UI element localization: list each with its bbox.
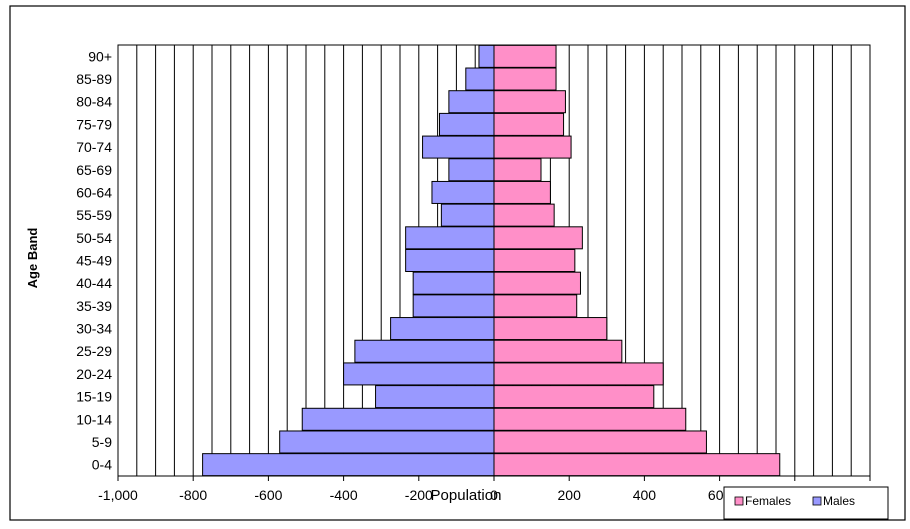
y-tick-label: 75-79 (76, 116, 112, 132)
legend-label-females: Females (745, 494, 791, 508)
bar-females-0-4 (493, 453, 781, 477)
y-tick-label: 55-59 (76, 207, 112, 223)
legend-box (723, 486, 889, 520)
x-axis-title: Population (431, 487, 502, 504)
legend: Females Males (723, 486, 889, 520)
y-tick-label: 40-44 (76, 275, 112, 291)
y-tick-label: 70-74 (76, 139, 112, 155)
bar-females-5-9 (493, 430, 707, 454)
bar-males-70-74 (422, 135, 495, 159)
bar-males-75-79 (438, 112, 495, 136)
bar-males-65-69 (448, 158, 495, 182)
x-tick-label: 400 (633, 487, 657, 503)
bar-males-80-84 (448, 90, 495, 114)
x-tick-label: -800 (179, 487, 207, 503)
bars (202, 44, 781, 477)
x-tick-label: 0 (490, 487, 498, 503)
bar-males-50-54 (405, 226, 495, 250)
bar-males-35-39 (412, 294, 495, 318)
bar-females-50-54 (493, 226, 583, 250)
y-tick-label: 0-4 (92, 457, 112, 473)
y-tick-label: 90+ (88, 48, 112, 64)
bar-females-60-64 (493, 180, 551, 204)
y-axis-title: Age Band (25, 228, 40, 289)
y-tick-label: 85-89 (76, 71, 112, 87)
bar-males-30-34 (390, 317, 495, 341)
bar-females-40-44 (493, 271, 581, 295)
y-tick-label: 65-69 (76, 162, 112, 178)
y-tick-label: 30-34 (76, 321, 112, 337)
y-tick-label: 80-84 (76, 94, 112, 110)
legend-label-males: Males (823, 494, 855, 508)
x-tick-label: -1,000 (98, 487, 138, 503)
bar-males-15-19 (375, 385, 495, 409)
y-tick-label: 10-14 (76, 411, 112, 427)
y-tick-label: 45-49 (76, 253, 112, 269)
y-axis-tick-labels: 0-4 5-9 10-14 15-19 20-24 25-29 30-34 35-39 40-4… (76, 48, 112, 472)
bar-females-80-84 (493, 90, 566, 114)
bar-males-10-14 (301, 407, 495, 431)
x-tick-label: -200 (405, 487, 433, 503)
bar-females-90+ (493, 44, 557, 68)
bar-females-65-69 (493, 158, 542, 182)
bar-males-45-49 (405, 248, 495, 273)
bar-females-55-59 (493, 203, 555, 227)
bar-males-85-89 (465, 67, 495, 91)
bar-males-5-9 (279, 430, 495, 454)
bar-females-10-14 (493, 407, 687, 431)
x-tick-label: 200 (558, 487, 582, 503)
bar-males-55-59 (440, 203, 495, 227)
bar-females-70-74 (493, 135, 572, 159)
bar-females-75-79 (493, 112, 565, 136)
legend-swatch-males (812, 496, 822, 506)
y-tick-label: 15-19 (76, 389, 112, 405)
bar-males-40-44 (412, 271, 495, 295)
bar-females-85-89 (493, 67, 557, 91)
bar-males-0-4 (202, 453, 495, 477)
bar-females-35-39 (493, 294, 578, 318)
bar-females-45-49 (493, 248, 576, 273)
y-tick-label: 5-9 (92, 434, 112, 450)
bar-males-90+ (478, 44, 495, 68)
y-tick-label: 50-54 (76, 230, 112, 246)
legend-swatch-females (734, 496, 744, 506)
x-tick-label: -600 (254, 487, 282, 503)
y-tick-label: 35-39 (76, 298, 112, 314)
bar-males-20-24 (343, 362, 495, 386)
bar-females-20-24 (493, 362, 664, 386)
bar-males-25-29 (354, 339, 495, 363)
y-tick-label: 60-64 (76, 184, 112, 200)
x-tick-label: -400 (330, 487, 358, 503)
y-tick-label: 25-29 (76, 343, 112, 359)
y-tick-label: 20-24 (76, 366, 112, 382)
bar-females-25-29 (493, 339, 623, 363)
plot-area-border (117, 44, 871, 477)
bar-females-15-19 (493, 385, 655, 409)
bar-females-30-34 (493, 317, 608, 341)
bar-males-60-64 (431, 180, 495, 204)
